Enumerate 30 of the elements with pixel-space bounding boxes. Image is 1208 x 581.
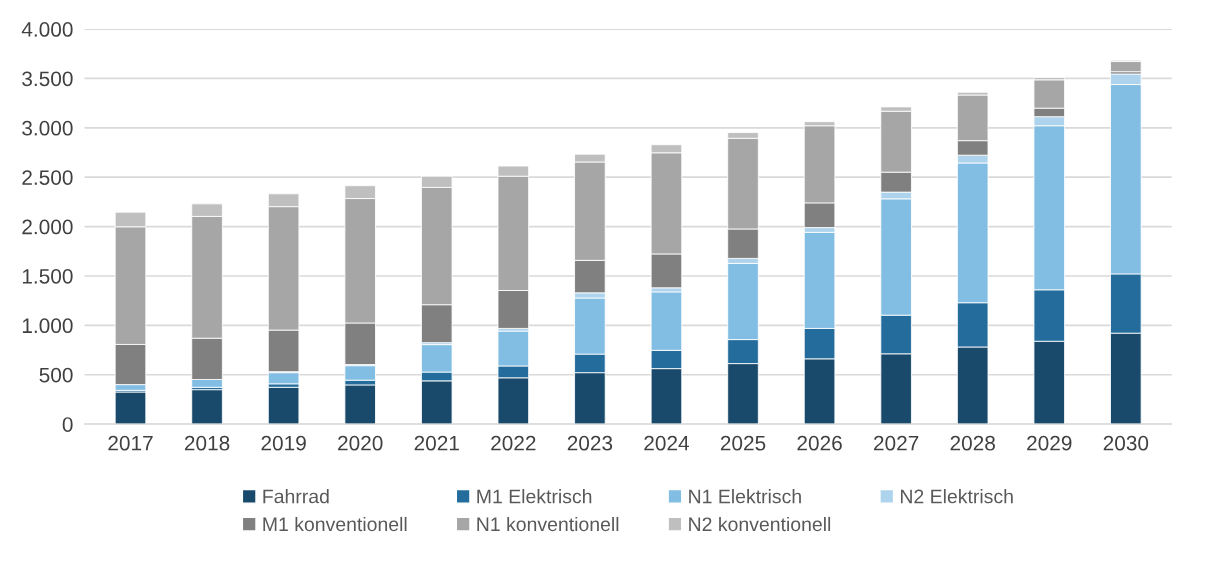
legend-label: N1 konventionell	[477, 516, 619, 532]
x-tick-label: 2017	[108, 435, 153, 451]
y-tick-label: 4.000	[21, 22, 73, 37]
x-tick-label: 2019	[261, 435, 306, 451]
x-tick-label: 2022	[491, 435, 536, 451]
x-tick-label: 2030	[1103, 435, 1149, 451]
x-tick-label: 2020	[338, 435, 383, 451]
x-tick-label: 2025	[720, 435, 766, 451]
legend-label: M1 konventionell	[263, 516, 407, 532]
y-tick-label: 1.000	[22, 318, 73, 334]
y-tick-label: 3.500	[22, 71, 73, 87]
y-tick-label: 1.500	[22, 268, 73, 284]
y-tick-label: 0	[62, 417, 73, 432]
x-tick-label: 2028	[950, 435, 995, 451]
x-tick-label: 2023	[567, 435, 613, 451]
legend-label: M1 Elektrisch	[477, 489, 592, 504]
legend-label: Fahrrad	[263, 489, 329, 504]
legend-label: N2 Elektrisch	[901, 489, 1013, 504]
legend-label: N2 konventionell	[689, 516, 831, 532]
y-tick-label: 2.000	[22, 219, 73, 235]
legend-label: N1 Elektrisch	[689, 489, 801, 504]
y-tick-label: 3.000	[22, 120, 73, 136]
x-tick-label: 2029	[1027, 435, 1072, 451]
y-tick-label: 500	[39, 367, 73, 383]
x-tick-label: 2027	[874, 435, 919, 451]
x-tick-label: 2026	[797, 435, 842, 451]
x-tick-label: 2018	[184, 435, 230, 451]
x-tick-label: 2024	[644, 435, 690, 451]
y-tick-label: 2.500	[22, 170, 73, 185]
x-tick-label: 2021	[414, 435, 459, 451]
